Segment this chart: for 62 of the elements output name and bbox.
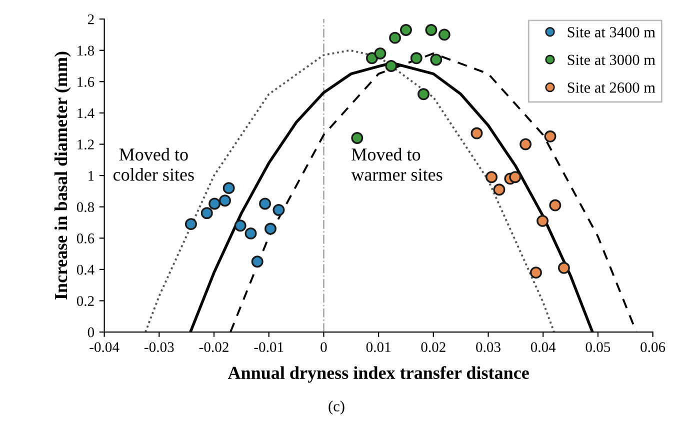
- y-tick-label: 2: [88, 14, 94, 24]
- point: [385, 60, 398, 72]
- y-tick-label: 0.4: [76, 264, 94, 275]
- point: [536, 214, 549, 227]
- y-tick-label: 0.6: [76, 234, 94, 244]
- point: [272, 204, 285, 216]
- x-tick-label: -0.02: [199, 342, 228, 352]
- point: [430, 54, 442, 66]
- x-tick-label: 0.02: [421, 342, 446, 352]
- y-tick-label: 1.2: [78, 140, 94, 150]
- point: [389, 32, 402, 44]
- point: [544, 130, 556, 142]
- y-tick-label: 0.8: [76, 202, 94, 212]
- point: [549, 199, 562, 212]
- x-tick-label: 0.03: [476, 342, 500, 352]
- text: (c): [328, 400, 344, 415]
- point: [509, 171, 522, 184]
- point: [558, 262, 570, 274]
- point: [200, 207, 213, 220]
- point: [208, 198, 221, 210]
- point: [264, 222, 276, 235]
- point: [470, 127, 483, 140]
- x-axis-title: Annual dryness index transfer distance: [228, 366, 529, 383]
- point: [418, 88, 430, 100]
- point: [244, 227, 257, 240]
- point: [366, 52, 378, 64]
- point: [222, 182, 235, 194]
- point: [410, 52, 422, 64]
- annotation: Moved to warmer sites: [351, 148, 442, 181]
- point: [374, 47, 386, 60]
- x-tick-label: 0.06: [640, 342, 666, 352]
- point: [493, 184, 506, 196]
- point: [486, 171, 498, 184]
- legend-label: Site at 3000 m: [568, 54, 656, 66]
- point: [520, 138, 532, 150]
- x-tick-label: 0.05: [586, 342, 610, 352]
- point: [425, 24, 438, 36]
- legend-label: Site at 2600 m: [568, 82, 656, 93]
- point: [530, 266, 542, 279]
- point: [438, 28, 450, 41]
- x-tick-label: 0.01: [366, 342, 390, 352]
- y-tick-label: 1.4: [78, 108, 94, 118]
- point: [251, 256, 264, 268]
- point: [259, 198, 272, 210]
- y-tick-label: 1.6: [78, 77, 94, 87]
- point: [219, 194, 231, 207]
- point: [184, 218, 197, 230]
- y-tick-label: 1: [88, 170, 94, 181]
- x-tick-label: -0.04: [90, 342, 120, 352]
- point: [234, 220, 246, 232]
- x-tick-label: -0.01: [254, 342, 284, 352]
- x-tick-label: 0.04: [530, 342, 556, 352]
- legend-label: Site at 3400 m: [568, 27, 656, 38]
- x-tick-label: -0.03: [144, 342, 174, 352]
- annotation: Moved to colder sites: [114, 148, 194, 181]
- y-tick-label: 0.2: [76, 296, 94, 306]
- point: [400, 24, 412, 36]
- y-tick-label: 1.8: [78, 46, 94, 56]
- y-axis-title: Increase in basal diameter (mm): [54, 52, 71, 300]
- point: [351, 132, 364, 144]
- y-tick-label: 0: [88, 327, 94, 338]
- x-tick-label: 0: [320, 342, 327, 352]
